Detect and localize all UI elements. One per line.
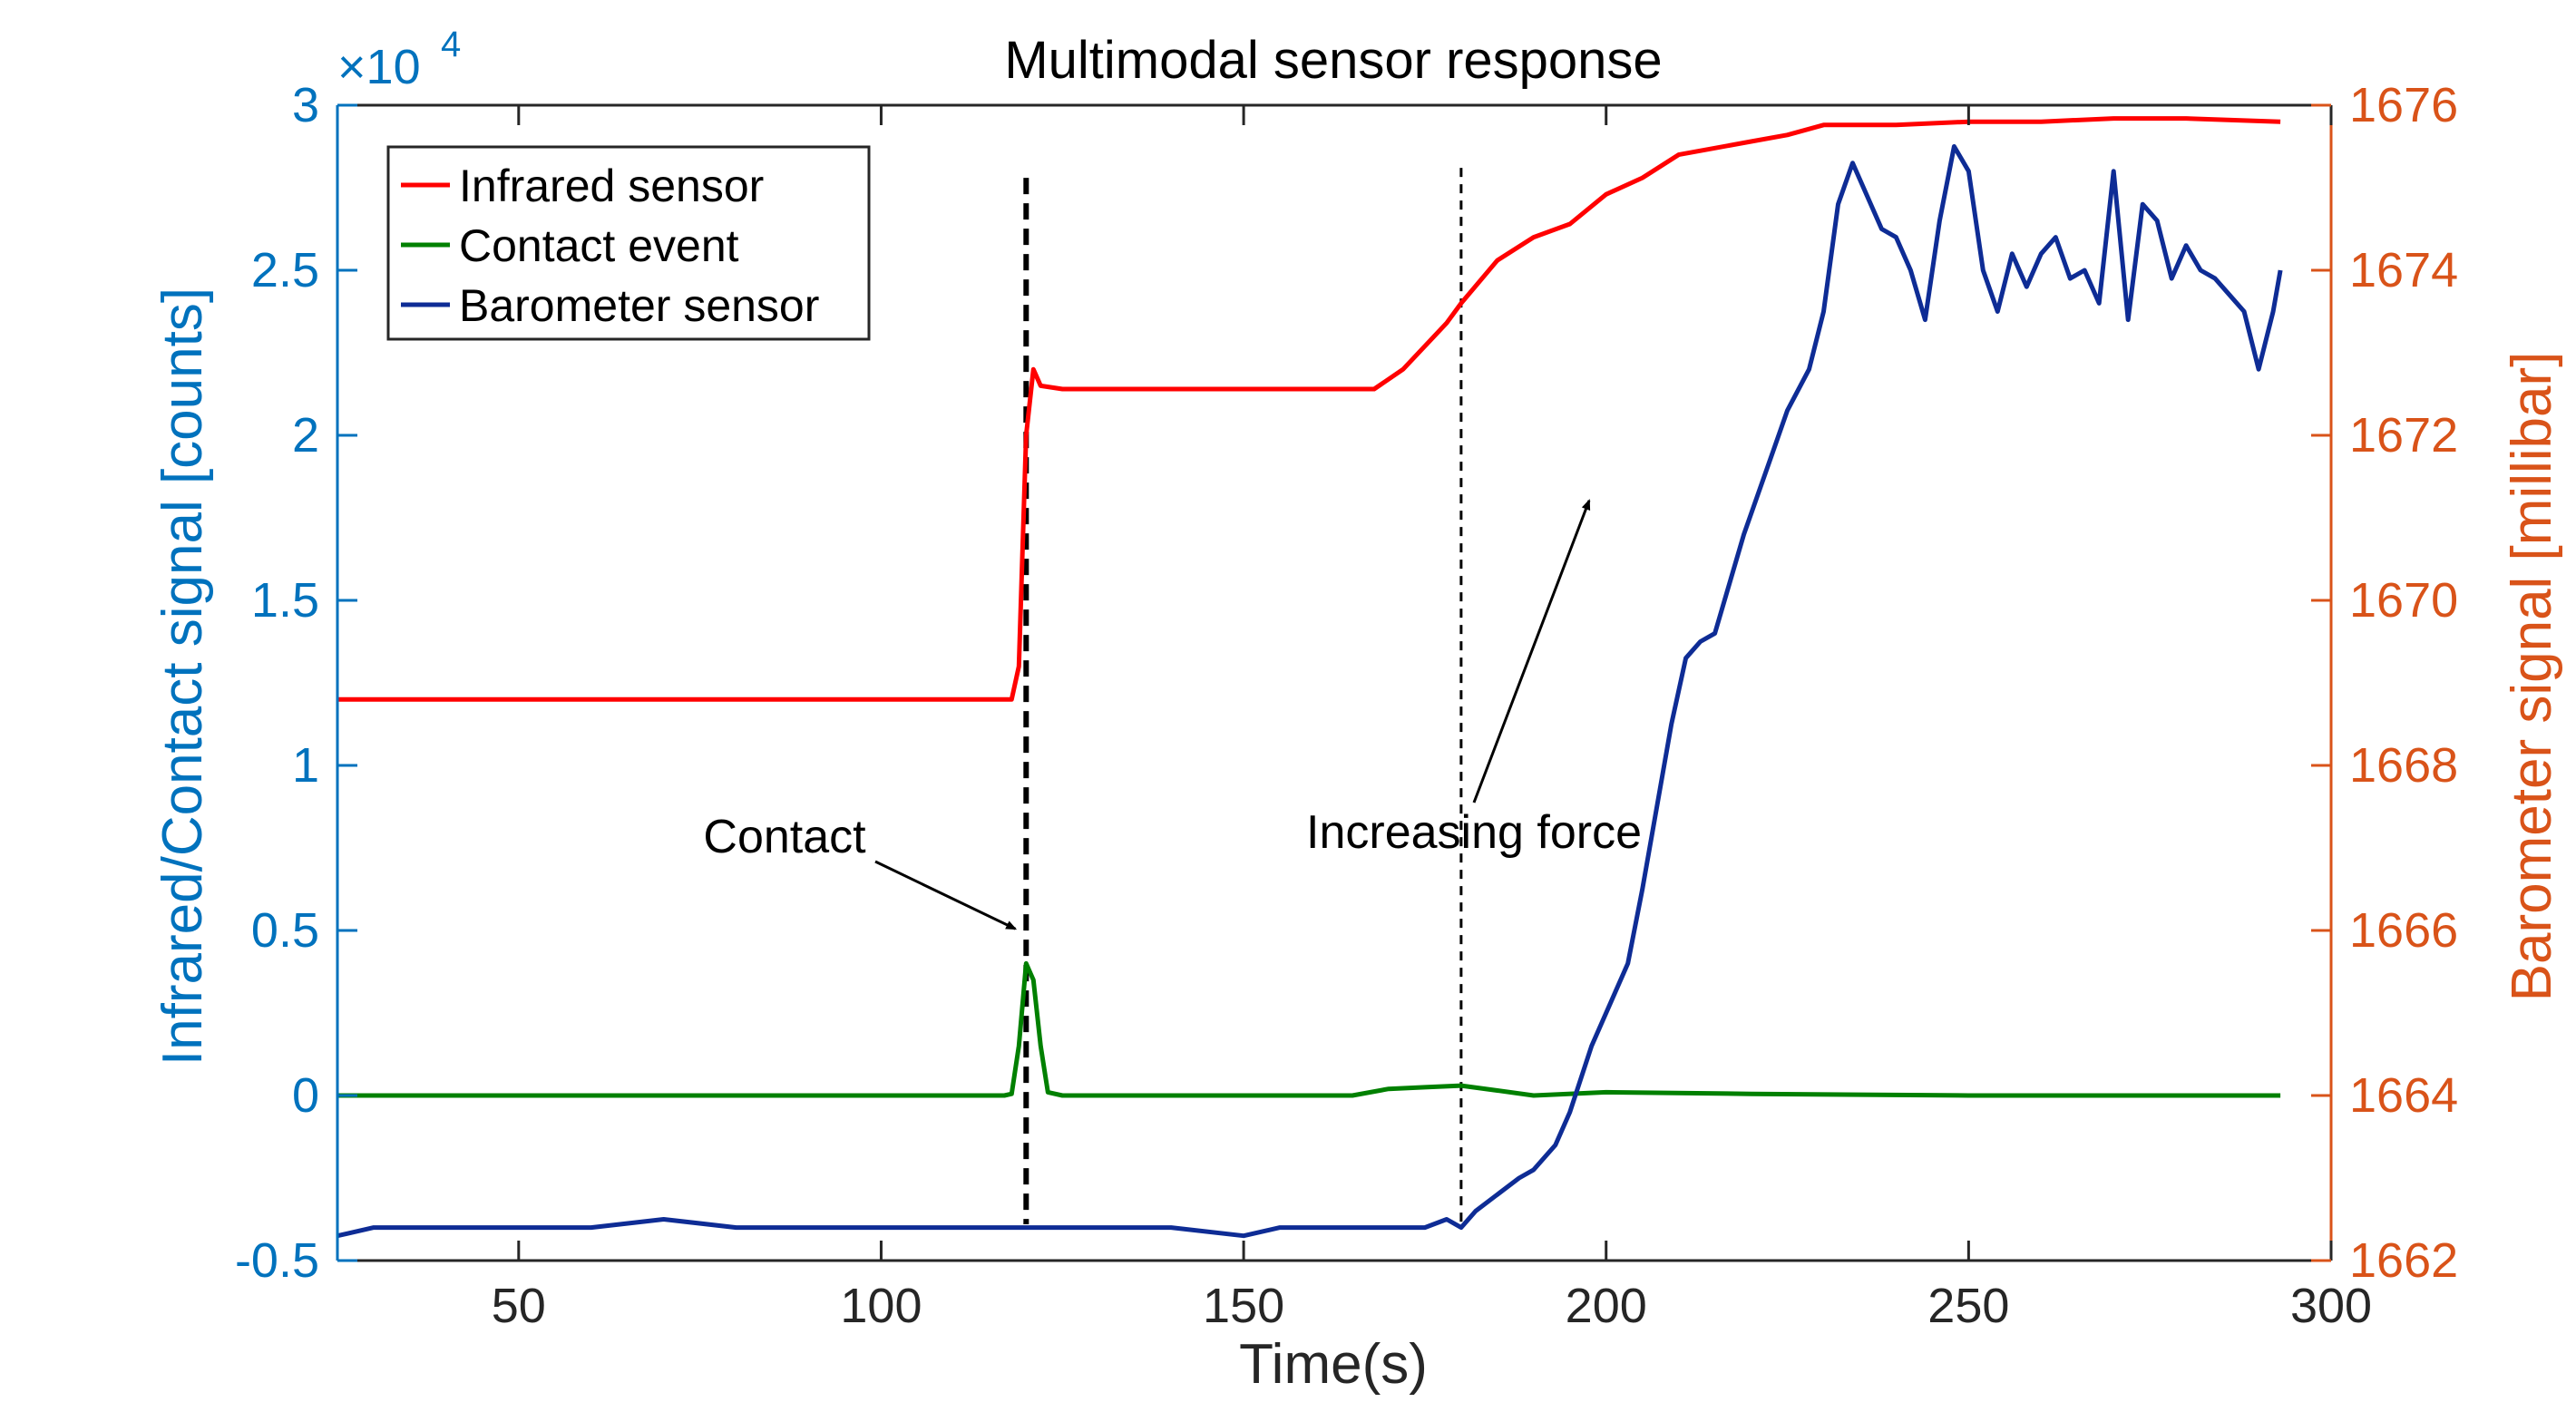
x-tick-label: 150 [1203,1279,1284,1333]
y-left-tick-label: 0.5 [251,903,319,958]
y-right-tick-label: 1662 [2349,1233,2458,1288]
x-tick-label: 300 [2290,1279,2372,1333]
legend-label: Infrared sensor [459,161,764,211]
y-left-tick-label: 2.5 [251,243,319,297]
y-left-tick-label: 3 [292,78,319,132]
annotations: Contact Increasing force [703,499,1642,930]
y-axis-left-exponent-power: 4 [441,24,461,64]
annotation-contact-arrow [874,860,1018,930]
x-axis-label: Time(s) [1239,1333,1428,1396]
y-axis-left-label: Infrared/Contact signal [counts] [151,287,214,1066]
y-right-tick-label: 1668 [2349,738,2458,793]
annotation-force-arrow [1472,499,1591,803]
y-left-tick-label: 1.5 [251,573,319,628]
x-tick-label: 100 [840,1279,922,1333]
ticks: 50 100 150 200 250 300 -0.5 0 0.5 1 1.5 2 2.5 3 1662 16… [235,78,2458,1333]
y-right-tick-label: 1666 [2349,903,2458,958]
vertical-markers [1023,168,1463,1224]
y-right-tick-label: 1672 [2349,408,2458,463]
y-left-tick-label: -0.5 [235,1233,319,1288]
x-tick-label: 250 [1927,1279,2009,1333]
axes [336,103,2333,1262]
y-right-tick-label: 1664 [2349,1068,2458,1123]
legend: Infrared sensor Contact event Barometer se… [386,145,871,341]
y-axis-left-exponent-base: ×10 [337,40,421,94]
y-axis-right-label: Barometer signal [millibar] [2501,352,2563,1002]
y-left-tick-label: 2 [292,408,319,463]
series-line-infrared-sensor [337,116,2281,702]
x-tick-label: 200 [1566,1279,1647,1333]
x-tick-label: 50 [492,1279,546,1333]
y-right-tick-label: 1670 [2349,573,2458,628]
chart-title: Multimodal sensor response [1004,31,1662,90]
legend-label: Contact event [459,220,739,271]
y-right-tick-label: 1676 [2349,78,2458,132]
annotation-contact-text: Contact [703,811,866,863]
y-left-tick-label: 0 [292,1068,319,1123]
series-lines [337,116,2283,1239]
series-line-barometer-sensor [337,144,2283,1239]
y-right-tick-label: 1674 [2349,243,2458,297]
annotation-force-text: Increasing force [1306,806,1642,859]
legend-label: Barometer sensor [459,280,819,331]
y-left-tick-label: 1 [292,738,319,793]
legend-box [386,145,871,341]
series-line-contact-event [337,960,2281,1098]
